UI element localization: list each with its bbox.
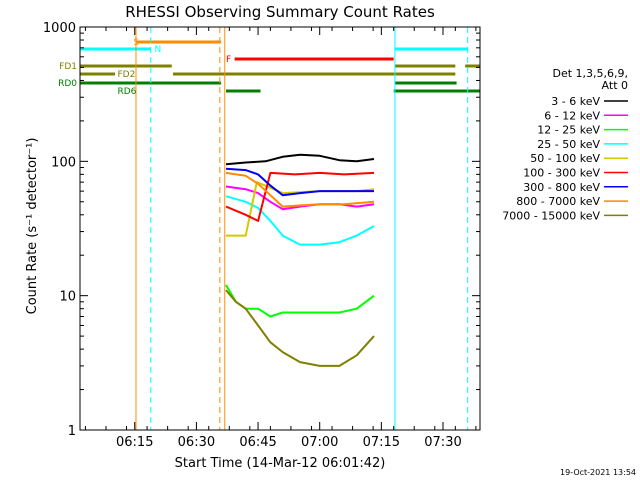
y-tick-label: 10 xyxy=(59,290,76,305)
series-line-7 xyxy=(225,167,374,197)
legend-label: 50 - 100 keV xyxy=(530,152,600,165)
legend-label: 100 - 300 keV xyxy=(523,167,600,180)
flag-label-fd2: FD2 xyxy=(117,70,135,80)
y-axis-label: Count Rate (s⁻¹ detector⁻¹) xyxy=(25,138,40,315)
plot-area: S N F FD1 FD2 RD0 RD6 xyxy=(58,27,480,430)
plot-background xyxy=(80,27,480,430)
x-tick-label: 06:45 xyxy=(239,435,276,450)
flag-label-n: N xyxy=(154,45,161,55)
legend-header: Att 0 xyxy=(602,79,628,92)
legend-label: 7000 - 15000 keV xyxy=(502,209,600,222)
flag-label-rd6: RD6 xyxy=(117,87,136,97)
legend-label: 12 - 25 keV xyxy=(537,124,600,137)
series-line-9 xyxy=(225,289,375,367)
legend-label: 6 - 12 keV xyxy=(544,109,600,122)
x-tick-label: 07:00 xyxy=(301,435,338,450)
axes: 06:15 06:30 06:45 07:00 07:15 07:30 1 10 100 1000 xyxy=(43,21,481,450)
y-tick-label: 1 xyxy=(68,424,76,439)
x-tick-label: 06:30 xyxy=(178,435,215,450)
footer-date: 19-Oct-2021 13:54 xyxy=(560,468,636,477)
flag-label-s: S xyxy=(134,38,140,48)
x-tick-label: 07:15 xyxy=(363,435,400,450)
y-tick-label: 1000 xyxy=(43,21,76,36)
legend-label: 3 - 6 keV xyxy=(551,95,600,108)
series-line-6 xyxy=(225,171,375,222)
x-tick-label: 07:30 xyxy=(424,435,461,450)
plot-frame xyxy=(79,26,481,431)
chart-title: RHESSI Observing Summary Count Rates xyxy=(125,3,435,21)
series-line-1 xyxy=(225,153,375,166)
series-line-8 xyxy=(225,171,375,208)
x-tick-label: 06:15 xyxy=(116,435,153,450)
x-axis-label: Start Time (14-Mar-12 06:01:42) xyxy=(175,456,386,471)
series-line-2 xyxy=(225,185,375,211)
flag-label-f: F xyxy=(226,55,231,65)
legend-label: 800 - 7000 keV xyxy=(516,195,600,208)
flag-label-fd1: FD1 xyxy=(59,62,77,72)
legend-label: 300 - 800 keV xyxy=(523,181,600,194)
legend-label: 25 - 50 keV xyxy=(537,138,600,151)
y-tick-label: 100 xyxy=(51,155,76,170)
flag-label-rd0: RD0 xyxy=(58,79,77,89)
legend-header: Det 1,3,5,6,9, xyxy=(552,67,628,80)
